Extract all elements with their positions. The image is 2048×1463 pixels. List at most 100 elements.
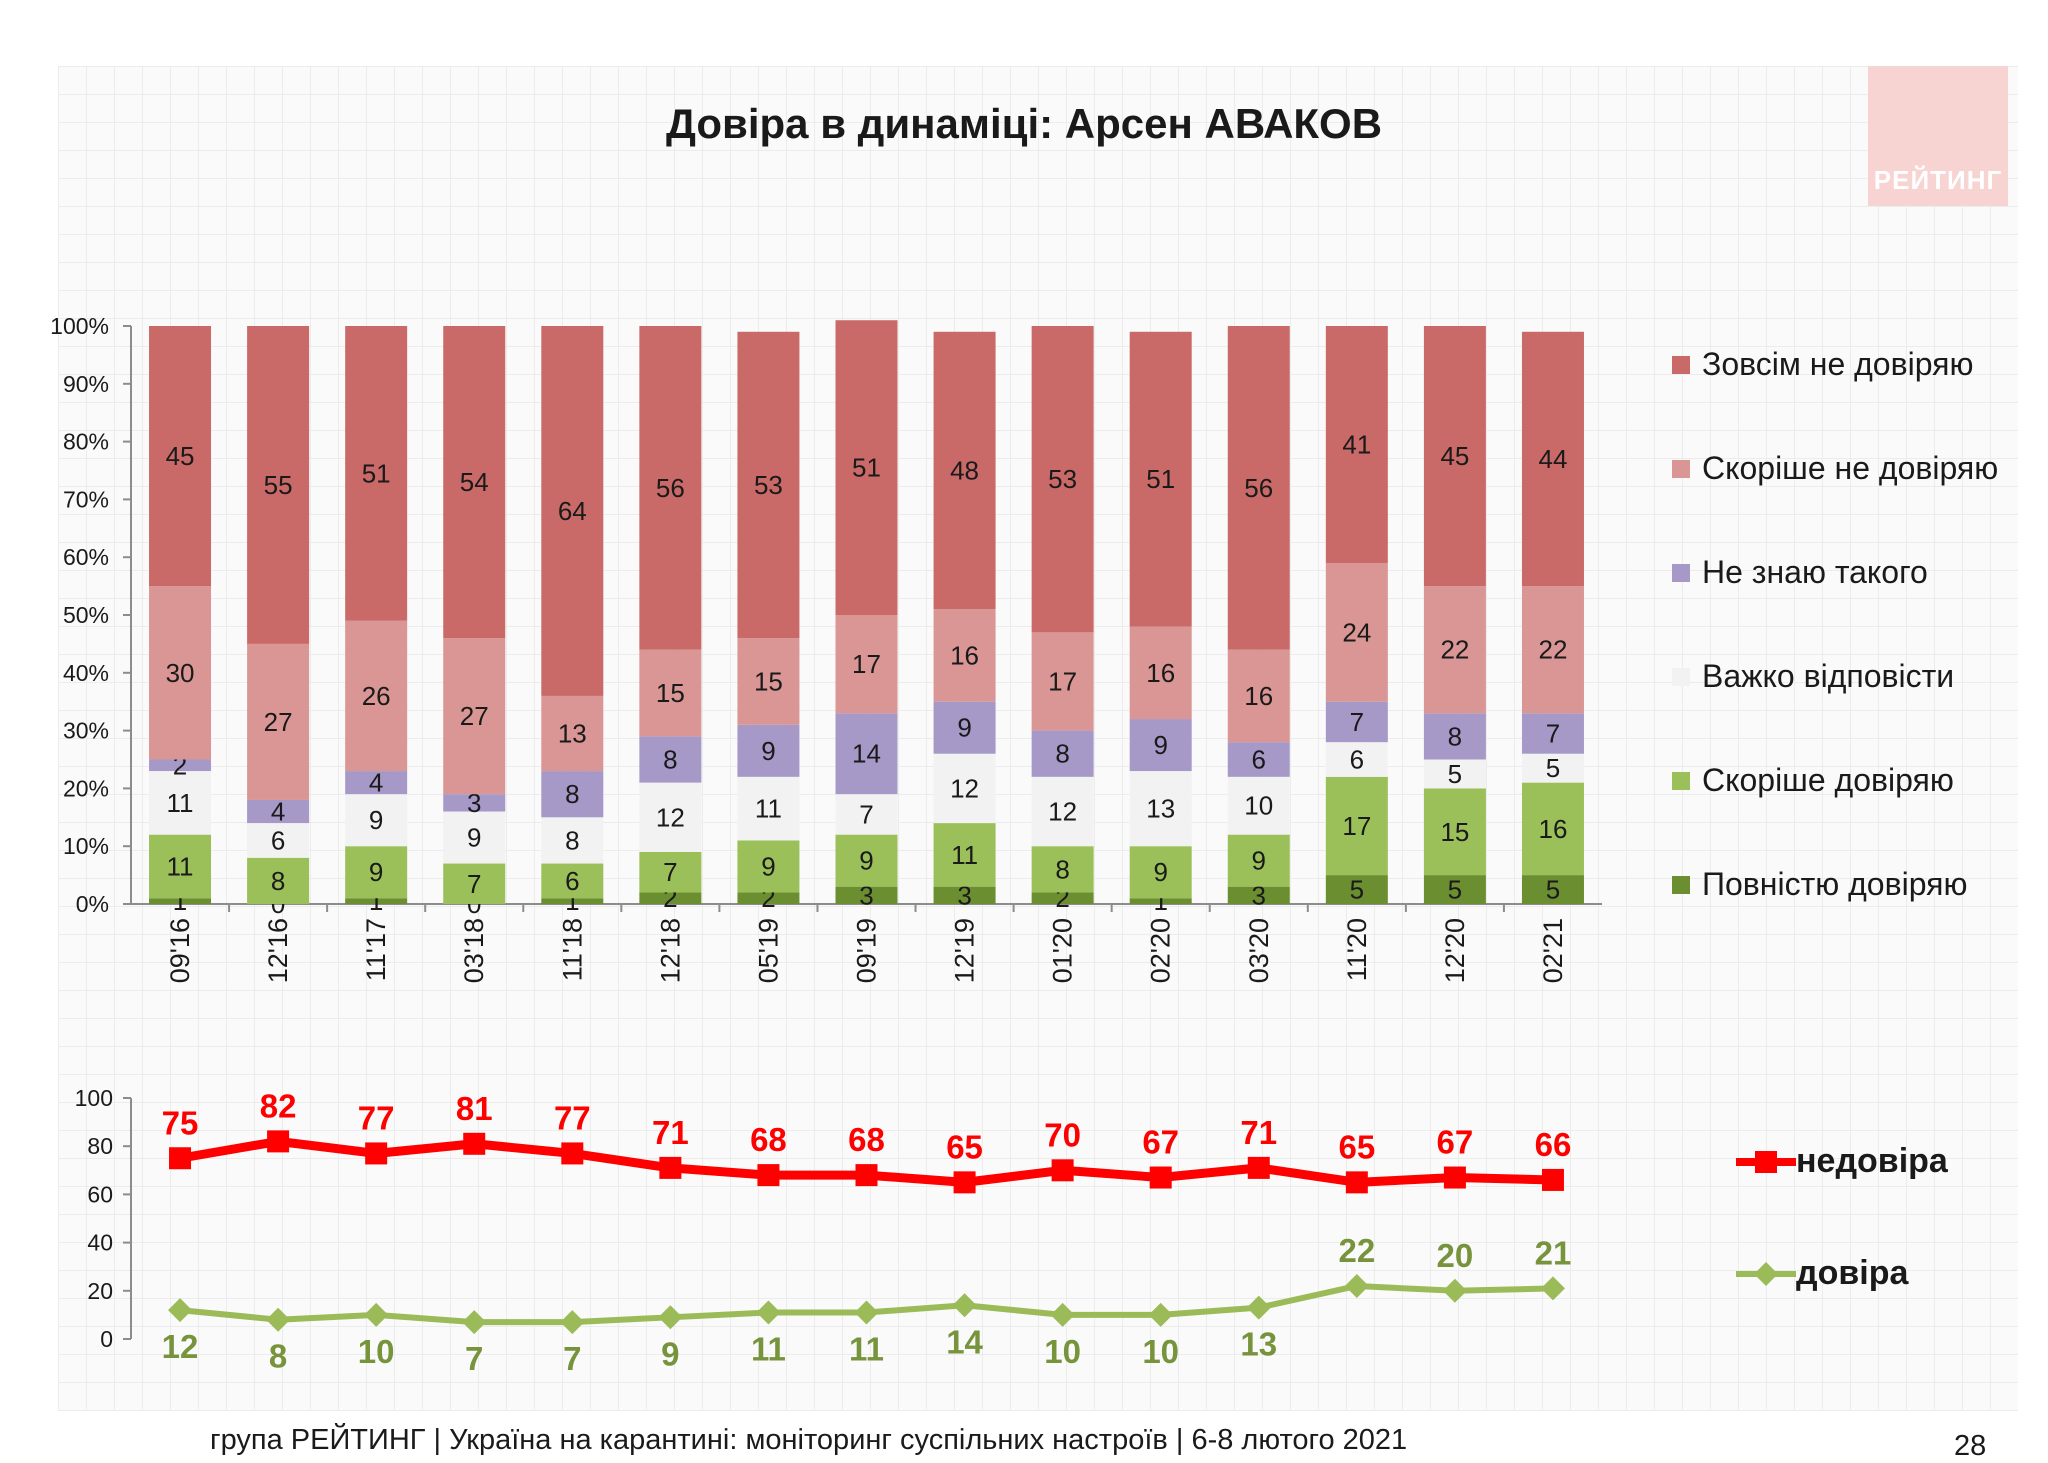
legend-label: Повністю довіряю <box>1702 866 1968 902</box>
line-y-tick-label: 40 <box>87 1230 113 1256</box>
point-marker <box>1345 1171 1368 1194</box>
bar-segment <box>1325 776 1388 876</box>
bar-data-label: 6 <box>1350 745 1364 775</box>
bar-segment <box>1423 586 1486 714</box>
legend-label: Скоріше не довіряю <box>1702 450 1999 486</box>
bar-segment <box>737 840 800 893</box>
line-y-tick-label: 0 <box>100 1326 113 1352</box>
bar-data-label: 30 <box>166 658 195 688</box>
bar-data-label: 9 <box>859 846 873 876</box>
point-marker <box>1442 1278 1467 1303</box>
bar-segment <box>443 863 506 904</box>
point-marker <box>952 1293 977 1318</box>
page-title: Довіра в динаміці: Арсен АВАКОВ <box>665 100 1383 147</box>
point-data-label: 70 <box>1044 1116 1081 1153</box>
bar-data-label: 15 <box>754 666 783 696</box>
bar-segment <box>345 898 408 904</box>
bar-data-label: 6 <box>565 866 579 896</box>
x-category-label: 02'20 <box>1146 918 1176 983</box>
bar-segment <box>1521 875 1584 904</box>
bar-data-label: 11 <box>755 794 782 824</box>
bar-data-label: 5 <box>1546 875 1560 905</box>
bar-segment <box>639 649 702 737</box>
bar-segment <box>443 638 506 795</box>
legend-swatch <box>1672 459 1690 478</box>
bar-data-label: 8 <box>271 866 285 896</box>
point-marker <box>659 1156 682 1179</box>
point-marker <box>463 1132 486 1155</box>
bar-data-label: 4 <box>369 768 383 798</box>
bar-segment <box>1129 719 1192 772</box>
page-number: 28 <box>1954 1430 1987 1462</box>
line-y-tick-label: 60 <box>87 1181 113 1207</box>
bar-segment <box>835 886 898 904</box>
line-y-tick-label: 80 <box>87 1133 113 1159</box>
point-data-label: 77 <box>358 1099 395 1136</box>
point-marker <box>1149 1166 1172 1189</box>
bar-segment <box>541 326 604 696</box>
point-data-label: 67 <box>1437 1124 1474 1161</box>
bar-legend-item: Не знаю такого <box>1672 554 1928 591</box>
bar-segment <box>933 886 996 904</box>
bar-segment <box>541 817 604 864</box>
bar-segment <box>149 771 212 835</box>
point-data-label: 77 <box>554 1099 591 1136</box>
x-category-label: 02'21 <box>1538 918 1568 983</box>
bar-segment <box>1423 326 1486 587</box>
bar-segment <box>933 753 996 824</box>
bar-segment <box>737 724 800 777</box>
point-marker <box>1541 1168 1564 1191</box>
bar-segment <box>639 326 702 650</box>
bar-segment <box>149 586 212 760</box>
legend-label: Не знаю такого <box>1702 554 1928 590</box>
point-marker <box>854 1300 879 1325</box>
bar-data-label: 53 <box>754 470 783 500</box>
legend-line-sample <box>1736 1150 1796 1173</box>
bar-segment <box>149 898 212 904</box>
bar-segment <box>1423 713 1486 760</box>
bar-segment <box>835 713 898 795</box>
bar-data-label: 5 <box>1448 759 1462 789</box>
bar-segment <box>1325 875 1388 904</box>
legend-label: Зовсім не довіряю <box>1702 346 1974 382</box>
bar-data-label: 8 <box>565 825 579 855</box>
y-tick-label: 90% <box>63 371 109 397</box>
x-category-label: 12'16 <box>263 918 293 983</box>
bar-data-label: 64 <box>558 496 587 526</box>
bar-segment <box>1031 730 1094 777</box>
legend-swatch <box>1672 355 1690 374</box>
point-data-label: 7 <box>563 1340 581 1377</box>
bar-data-label: 22 <box>1440 635 1469 665</box>
point-marker <box>1247 1156 1270 1179</box>
bar-data-label: 4 <box>271 797 285 827</box>
bar-segment <box>1227 834 1290 887</box>
bar-data-label: 9 <box>369 805 383 835</box>
bar-data-label: 12 <box>1048 797 1077 827</box>
bar-segment <box>1227 649 1290 743</box>
bar-data-label: 11 <box>951 840 978 870</box>
bar-segment <box>1031 776 1094 847</box>
point-data-label: 67 <box>1142 1124 1179 1161</box>
bar-segment <box>639 782 702 852</box>
bar-segment <box>933 823 996 887</box>
bar-data-label: 9 <box>957 713 971 743</box>
bar-segment <box>1325 326 1388 563</box>
bar-segment <box>1129 898 1192 904</box>
bar-data-label: 16 <box>1539 814 1568 844</box>
bar-data-label: 55 <box>264 470 293 500</box>
point-data-label: 68 <box>848 1121 885 1158</box>
bar-segment <box>1521 713 1584 754</box>
point-data-label: 13 <box>1240 1326 1277 1363</box>
bar-segment <box>639 892 702 904</box>
bar-segment <box>933 331 996 610</box>
bar-data-label: 5 <box>1350 875 1364 905</box>
bar-data-label: 8 <box>1055 739 1069 769</box>
bar-data-label: 51 <box>852 453 881 483</box>
point-data-label: 8 <box>269 1338 287 1375</box>
x-category-label: 12'18 <box>655 918 685 983</box>
bar-data-label: 27 <box>460 701 489 731</box>
bar-data-label: 9 <box>467 823 481 853</box>
point-marker <box>953 1171 976 1194</box>
y-tick-label: 0% <box>76 891 109 917</box>
